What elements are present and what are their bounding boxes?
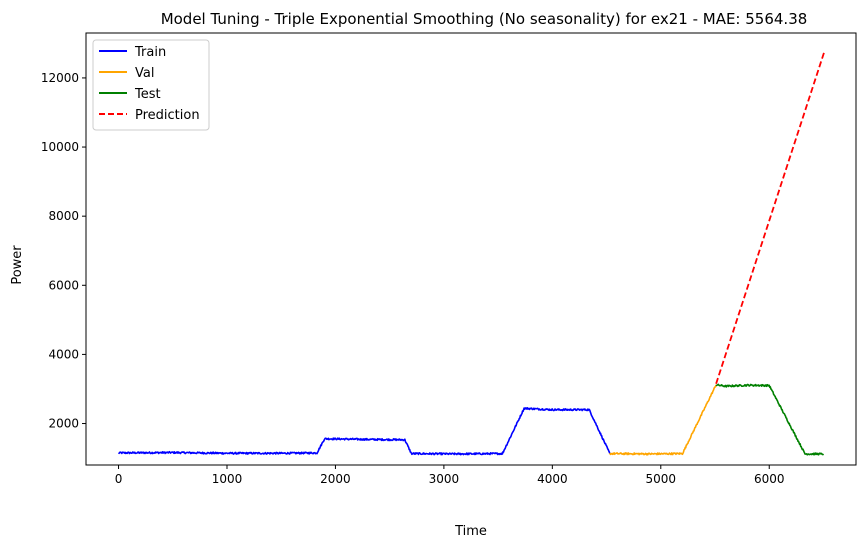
series-line-prediction <box>715 50 826 385</box>
series-layer <box>117 50 826 456</box>
x-tick-label: 4000 <box>537 472 568 486</box>
legend-label-train: Train <box>134 45 166 60</box>
series-line-train <box>117 407 611 456</box>
x-ticks: 0 1000 2000 3000 4000 5000 6000 <box>115 465 785 486</box>
x-tick-label: 3000 <box>429 472 460 486</box>
legend: Train Val Test Prediction <box>92 39 210 131</box>
x-tick-label: 0 <box>115 472 123 486</box>
legend-box <box>92 39 210 131</box>
x-tick-label: 6000 <box>754 472 785 486</box>
y-tick-label: 4000 <box>48 347 79 361</box>
plot-frame <box>85 32 857 466</box>
legend-label-prediction: Prediction <box>135 108 200 123</box>
series-line-test <box>715 383 825 456</box>
x-tick-label: 5000 <box>646 472 677 486</box>
x-axis-label: Time <box>454 524 487 539</box>
y-tick-label: 6000 <box>48 278 79 292</box>
y-tick-label: 2000 <box>48 417 79 431</box>
x-tick-label: 2000 <box>320 472 351 486</box>
chart-title: Model Tuning - Triple Exponential Smooth… <box>161 10 808 28</box>
x-tick-label: 1000 <box>212 472 243 486</box>
y-ticks: 2000 4000 6000 8000 10000 12000 <box>41 71 86 431</box>
y-tick-label: 12000 <box>41 71 79 85</box>
y-axis-label: Power <box>10 245 25 285</box>
legend-label-val: Val <box>135 66 154 81</box>
series-line-val <box>609 384 717 456</box>
legend-label-test: Test <box>134 87 161 102</box>
y-tick-label: 8000 <box>48 209 79 223</box>
y-tick-label: 10000 <box>41 140 79 154</box>
